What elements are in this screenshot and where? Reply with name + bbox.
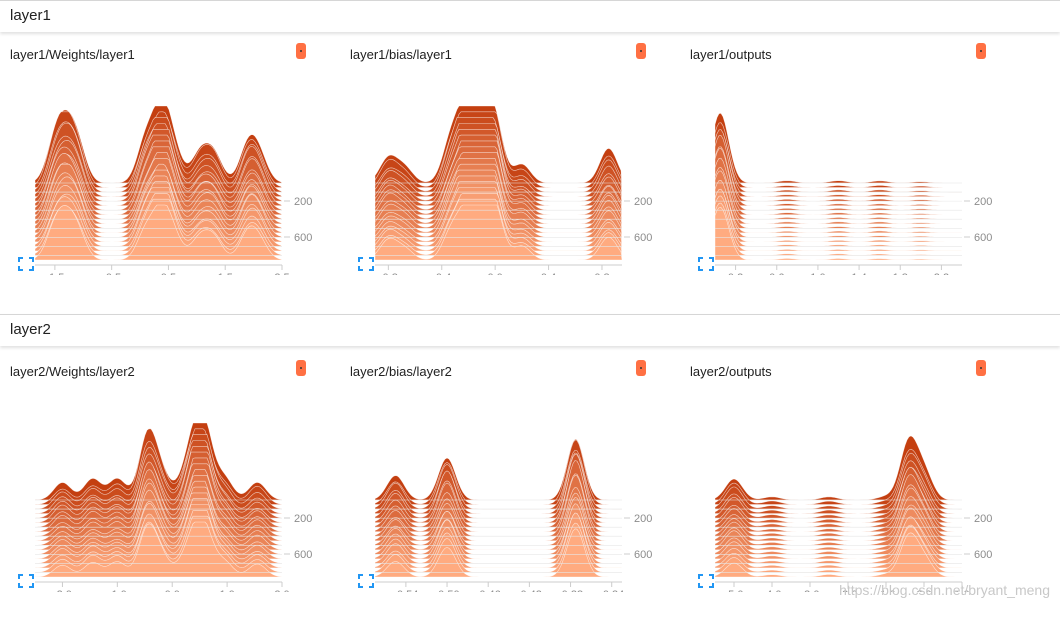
histogram-chart: 0.2 0.6 1.0 1.4 1.8 2.2 200 600: [680, 75, 1020, 275]
chart-title: layer2/bias/layer2: [350, 364, 452, 379]
histogram-chart: -2.0 -1.0 0.0 1.0 2.0 200 600: [0, 392, 340, 592]
y-tick-label: 600: [634, 232, 652, 244]
menu-dot-icon[interactable]: [296, 43, 306, 59]
histogram-card: layer2/bias/layer2-0.54-0.50-0.46-0.42-0…: [340, 352, 680, 637]
menu-dot-icon[interactable]: [976, 43, 986, 59]
x-tick-label: 1.4: [851, 272, 866, 275]
menu-dot-icon[interactable]: [976, 360, 986, 376]
y-tick-label: 200: [634, 196, 652, 208]
chart-title: layer1/Weights/layer1: [10, 47, 135, 62]
x-tick-label: 0.5: [161, 272, 176, 275]
histogram-chart: -0.8 -0.4 0.0 0.4 0.8 200 600: [340, 75, 680, 275]
x-tick-label: -0.4: [432, 272, 451, 275]
histogram-card: layer1/bias/layer1 -0.8 -0.4 0.0 0.4 0.8 200 60…: [340, 35, 680, 320]
x-tick-label: -0.42: [517, 589, 542, 592]
expand-corners-icon[interactable]: [358, 257, 374, 271]
section-title: layer1: [10, 7, 51, 24]
y-tick-label: 600: [974, 232, 992, 244]
histogram-card: layer1/Weights/layer1 -1.5 -0.5 0.5 1.5 2.5 20…: [0, 35, 340, 320]
chart-title: layer1/bias/layer1: [350, 47, 452, 62]
expand-corners-icon[interactable]: [358, 574, 374, 588]
x-tick-label: -3.0: [801, 589, 820, 592]
x-tick-label: 0.8: [594, 272, 609, 275]
histogram-chart: -5.0-4.0-3.0-2.0-1.00.01.0200600: [680, 392, 1020, 592]
x-tick-label: -1.0: [108, 589, 127, 592]
x-tick-label: -2.0: [53, 589, 72, 592]
x-tick-label: 0.4: [541, 272, 556, 275]
x-tick-label: 1.0: [810, 272, 825, 275]
chart-title: layer1/outputs: [690, 47, 772, 62]
histogram-chart: -0.54 -0.50 -0.46 -0.42 -0.38 -0.34 200 600: [340, 392, 680, 592]
histogram-card: layer2/Weights/layer2 -2.0 -1.0 0.0 1.0 2.0 20…: [0, 352, 340, 637]
x-tick-label: -5.0: [725, 589, 744, 592]
y-tick-label: 600: [974, 549, 992, 561]
x-tick-label: -0.50: [435, 589, 460, 592]
x-tick-label: 1.5: [218, 272, 233, 275]
y-tick-label: 200: [974, 513, 992, 525]
menu-dot-icon[interactable]: [636, 360, 646, 376]
histogram-layer: [715, 113, 962, 183]
x-tick-label: 0.6: [769, 272, 784, 275]
expand-corners-icon[interactable]: [698, 257, 714, 271]
histogram-layer: [715, 190, 962, 242]
y-tick-label: 600: [634, 549, 652, 561]
y-tick-label: 200: [294, 196, 312, 208]
x-tick-label: -0.34: [599, 589, 624, 592]
histogram-chart: -1.5 -0.5 0.5 1.5 2.5 200 600: [0, 75, 340, 275]
x-tick-label: 1.8: [893, 272, 908, 275]
chart-title: layer2/Weights/layer2: [10, 364, 135, 379]
expand-corners-icon[interactable]: [698, 574, 714, 588]
x-tick-label: 0.2: [728, 272, 743, 275]
x-tick-label: -0.54: [393, 589, 418, 592]
menu-dot-icon[interactable]: [636, 43, 646, 59]
histogram-card: layer1/outputs 0.2 0.6 1.0 1.4 1.8 2.2 200 600: [680, 35, 1020, 320]
y-tick-label: 200: [294, 513, 312, 525]
y-tick-label: 600: [294, 232, 312, 244]
section-title: layer2: [10, 321, 51, 338]
x-tick-label: -0.38: [558, 589, 583, 592]
x-tick-label: 0.0: [165, 589, 180, 592]
expand-corners-icon[interactable]: [18, 257, 34, 271]
y-tick-label: 200: [974, 196, 992, 208]
x-tick-label: 0.0: [488, 272, 503, 275]
histogram-layer: [715, 123, 962, 188]
x-tick-label: -0.5: [102, 272, 121, 275]
histogram-layer: [715, 203, 962, 255]
chart-title: layer2/outputs: [690, 364, 772, 379]
expand-corners-icon[interactable]: [18, 574, 34, 588]
y-tick-label: 200: [634, 513, 652, 525]
x-tick-label: 2.0: [274, 589, 289, 592]
x-tick-label: -0.46: [476, 589, 501, 592]
x-tick-label: 1.0: [219, 589, 234, 592]
x-tick-label: 2.5: [274, 272, 289, 275]
y-tick-label: 600: [294, 549, 312, 561]
x-tick-label: -4.0: [763, 589, 782, 592]
x-tick-label: -1.5: [45, 272, 64, 275]
histogram-layer: [715, 207, 962, 260]
x-tick-label: 2.2: [934, 272, 949, 275]
watermark: https://blog.csdn.net/bryant_meng: [839, 582, 1050, 598]
menu-dot-icon[interactable]: [296, 360, 306, 376]
section-header-layer1[interactable]: layer1: [0, 0, 1060, 32]
x-tick-label: -0.8: [379, 272, 398, 275]
